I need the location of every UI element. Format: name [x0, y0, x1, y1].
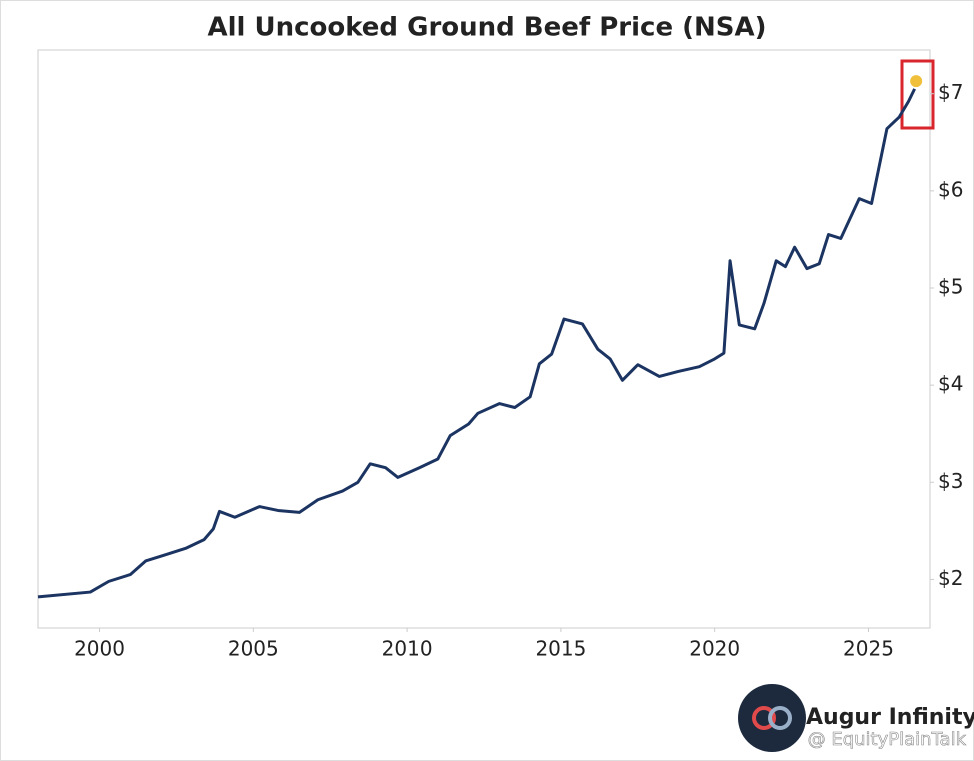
highlight-point	[910, 75, 923, 88]
x-tick-label: 2020	[689, 637, 740, 661]
brand-logo-ring	[768, 706, 792, 730]
brand-name: Augur Infinity	[806, 705, 974, 730]
x-tick-label: 2005	[228, 637, 279, 661]
chart-title: All Uncooked Ground Beef Price (NSA)	[207, 13, 766, 43]
x-tick-label: 2015	[535, 637, 586, 661]
x-tick-label: 2025	[843, 637, 894, 661]
y-tick-label: $2	[938, 566, 963, 590]
y-tick-label: $3	[938, 469, 963, 493]
y-tick-label: $4	[938, 372, 963, 396]
x-tick-label: 2010	[382, 637, 433, 661]
y-tick-label: $7	[938, 80, 963, 104]
watermark: @ EquityPlainTalk	[808, 729, 967, 750]
brand-logo-ring	[752, 706, 776, 730]
y-tick-label: $6	[938, 177, 963, 201]
y-tick-label: $5	[938, 275, 963, 299]
line	[37, 88, 916, 599]
x-tick-label: 2000	[74, 637, 125, 661]
highlight-box	[900, 59, 935, 130]
plot-frame	[37, 49, 931, 629]
